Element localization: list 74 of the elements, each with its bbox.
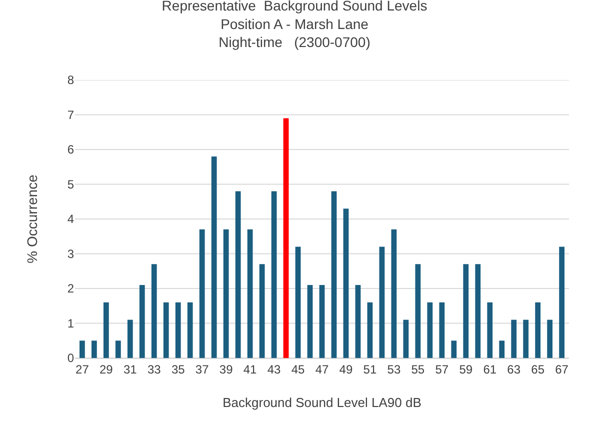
x-tick-label: 67 xyxy=(555,362,569,376)
bar xyxy=(235,191,241,358)
bar xyxy=(187,302,193,358)
bar xyxy=(211,156,217,358)
bar xyxy=(343,208,349,358)
x-tick-label: 39 xyxy=(219,362,234,376)
y-tick-label: 5 xyxy=(67,177,74,192)
bar xyxy=(451,340,457,358)
bar xyxy=(259,264,265,358)
bar xyxy=(247,229,253,358)
bar xyxy=(427,302,433,358)
x-tick-label: 61 xyxy=(483,362,497,376)
x-tick-label: 55 xyxy=(411,362,425,376)
bar xyxy=(115,340,121,358)
bar xyxy=(80,340,85,358)
x-tick-label: 53 xyxy=(387,362,401,376)
bar xyxy=(199,229,205,358)
bar xyxy=(499,340,505,358)
bar xyxy=(139,285,145,358)
y-tick-label: 7 xyxy=(67,108,74,122)
bar xyxy=(331,191,337,358)
chart-title: Representative Background Sound Levels Position A - Marsh Lane Night-time (2300-0700) xyxy=(162,0,428,50)
y-tick-label: 4 xyxy=(67,212,74,226)
x-tick-label: 27 xyxy=(76,362,90,376)
bar xyxy=(403,320,409,358)
bar xyxy=(391,229,397,358)
x-axis-title: Background Sound Level LA90 dB xyxy=(222,395,422,410)
x-tick-label: 31 xyxy=(123,362,138,376)
bar xyxy=(163,302,169,358)
bar xyxy=(91,340,97,358)
y-tick-label: 8 xyxy=(67,73,74,88)
x-tick-label: 57 xyxy=(435,362,449,376)
bar xyxy=(283,118,289,358)
bar xyxy=(223,229,229,358)
bar xyxy=(535,302,541,358)
x-tick-label: 51 xyxy=(363,362,377,376)
x-tick-label: 65 xyxy=(531,362,545,376)
bar xyxy=(271,191,277,358)
bar xyxy=(151,264,157,358)
bar xyxy=(367,302,373,358)
bar xyxy=(319,285,325,358)
x-tick-label: 41 xyxy=(243,362,258,376)
bar xyxy=(439,302,445,358)
bar xyxy=(463,264,469,358)
x-tick-label: 63 xyxy=(507,362,521,376)
bar xyxy=(487,302,493,358)
bar xyxy=(559,246,564,358)
x-tick-label: 33 xyxy=(147,362,162,376)
x-tick-label: 35 xyxy=(171,362,186,376)
bar xyxy=(307,285,313,358)
bar xyxy=(175,302,181,358)
x-tick-label: 29 xyxy=(99,362,114,376)
x-tick-label: 47 xyxy=(315,362,329,376)
x-tick-label: 49 xyxy=(339,362,353,376)
bar xyxy=(355,285,361,358)
x-tick-label: 37 xyxy=(195,362,210,376)
y-tick-label: 2 xyxy=(67,282,74,296)
bar xyxy=(511,320,517,358)
bar xyxy=(415,264,421,358)
y-axis-title: % Occurrence xyxy=(24,174,40,264)
y-tick-label: 6 xyxy=(67,142,74,157)
x-tick-label: 59 xyxy=(459,362,473,376)
y-tick-label: 0 xyxy=(67,351,74,366)
bar xyxy=(295,246,301,358)
y-tick-label: 3 xyxy=(67,246,74,261)
bar xyxy=(379,246,385,358)
x-tick-label: 45 xyxy=(291,362,306,376)
bar xyxy=(523,320,529,358)
bar xyxy=(127,320,133,358)
bar xyxy=(547,320,553,358)
y-tick-label: 1 xyxy=(67,316,74,330)
bar xyxy=(103,302,109,358)
bar xyxy=(475,264,481,358)
x-tick-label: 43 xyxy=(267,362,282,376)
